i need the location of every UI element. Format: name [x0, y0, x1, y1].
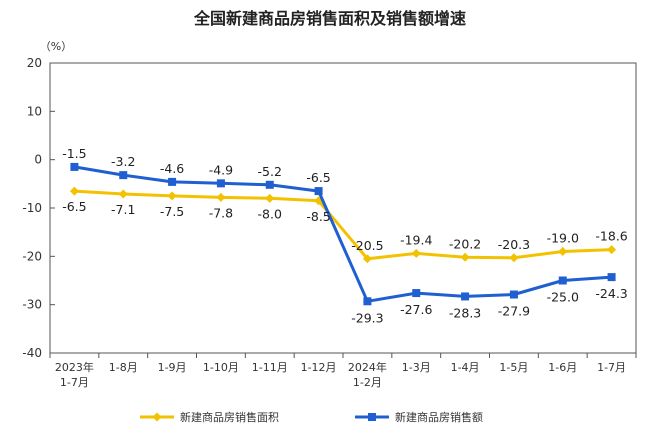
x-tick-label: 1-11月	[252, 361, 288, 374]
data-point-marker	[460, 252, 470, 262]
data-point-marker	[167, 191, 177, 201]
data-point-marker	[558, 276, 567, 285]
data-point-marker	[412, 289, 421, 298]
x-tick-label: 2023年	[55, 360, 94, 374]
data-label: -4.6	[160, 161, 184, 176]
y-tick-label: -30	[22, 298, 42, 312]
y-tick-label: 10	[27, 104, 42, 118]
y-tick-label: -20	[22, 249, 42, 263]
data-label: -19.4	[400, 232, 432, 247]
y-tick-label: -10	[22, 201, 42, 215]
data-label: -25.0	[547, 290, 579, 305]
data-label: -4.9	[209, 162, 233, 177]
y-axis-unit-label: （%）	[40, 40, 72, 53]
data-point-marker	[118, 189, 128, 199]
data-label: -20.2	[449, 236, 481, 251]
x-tick-label: 1-10月	[203, 361, 239, 374]
data-label: -29.3	[351, 310, 383, 325]
y-axis-ticks: 20 10 0 -10 -20 -30 -40	[22, 56, 55, 360]
data-point-marker	[119, 171, 128, 180]
data-point-marker	[216, 192, 226, 202]
x-tick-label: 1-7月	[597, 361, 626, 374]
legend-marker	[368, 413, 376, 421]
data-point-marker	[69, 186, 79, 196]
data-point-marker	[314, 187, 323, 196]
series-lines	[69, 162, 617, 306]
x-tick-label: 1-12月	[301, 361, 337, 374]
y-tick-label: 0	[34, 153, 42, 167]
data-label: -7.5	[160, 204, 184, 219]
legend: 新建商品房销售面积 新建商品房销售额	[140, 410, 483, 424]
data-label: -3.2	[111, 154, 135, 169]
data-label: -19.0	[547, 231, 579, 246]
data-point-marker	[216, 179, 225, 188]
x-tick-label: 1-6月	[548, 361, 577, 374]
y-tick-label: 20	[27, 56, 42, 70]
data-label: -24.3	[595, 286, 627, 301]
x-tick-label: 1-7月	[60, 376, 89, 389]
data-point-marker	[168, 177, 177, 186]
data-labels: -6.5 -7.1 -7.5 -7.8 -8.0 -8.5 -20.5 -19.4 -20.2 -…	[62, 146, 628, 325]
x-tick-label: 1-9月	[158, 361, 187, 374]
x-tick-label: 1-5月	[499, 361, 528, 374]
legend-marker	[152, 412, 162, 422]
data-label: -27.6	[400, 302, 432, 317]
data-label: -5.2	[258, 164, 282, 179]
x-tick-label: 1-2月	[353, 376, 382, 389]
data-label: -6.5	[306, 170, 330, 185]
data-point-marker	[362, 254, 372, 264]
data-label: -8.0	[258, 206, 282, 221]
x-tick-label: 1-4月	[451, 361, 480, 374]
y-tick-label: -40	[22, 346, 42, 360]
chart-title: 全国新建商品房销售面积及销售额增速	[193, 9, 466, 28]
legend-label: 新建商品房销售额	[395, 410, 483, 424]
plot-area-frame	[49, 62, 637, 354]
data-label: -18.6	[595, 229, 627, 244]
data-point-marker	[265, 193, 275, 203]
data-label: -28.3	[449, 305, 481, 320]
data-point-marker	[411, 248, 421, 258]
data-point-marker	[509, 290, 518, 299]
data-point-marker	[70, 162, 79, 171]
data-label: -20.5	[351, 238, 383, 253]
series-line-1	[74, 165, 612, 303]
data-point-marker	[607, 273, 616, 282]
x-axis-ticks: 2023年 1-7月 1-8月 1-9月 1-10月 1-11月 1-12月 2024年 1-2…	[49, 353, 637, 389]
data-label: -7.1	[111, 202, 135, 217]
series-line-0	[74, 189, 612, 261]
data-label: -8.5	[306, 209, 330, 224]
legend-label: 新建商品房销售面积	[180, 410, 279, 424]
data-point-marker	[265, 180, 274, 189]
x-tick-label: 2024年	[348, 360, 387, 374]
data-label: -27.9	[498, 304, 530, 319]
data-point-marker	[363, 297, 372, 306]
data-point-marker	[509, 253, 519, 263]
data-point-marker	[558, 247, 568, 256]
data-point-marker	[461, 292, 470, 301]
x-tick-label: 1-8月	[109, 361, 138, 374]
data-label: -7.8	[209, 205, 233, 220]
data-label: -20.3	[498, 237, 530, 252]
data-label: -6.5	[62, 199, 86, 214]
data-label: -1.5	[62, 146, 86, 161]
data-point-marker	[607, 245, 617, 255]
x-tick-label: 1-3月	[402, 361, 431, 374]
